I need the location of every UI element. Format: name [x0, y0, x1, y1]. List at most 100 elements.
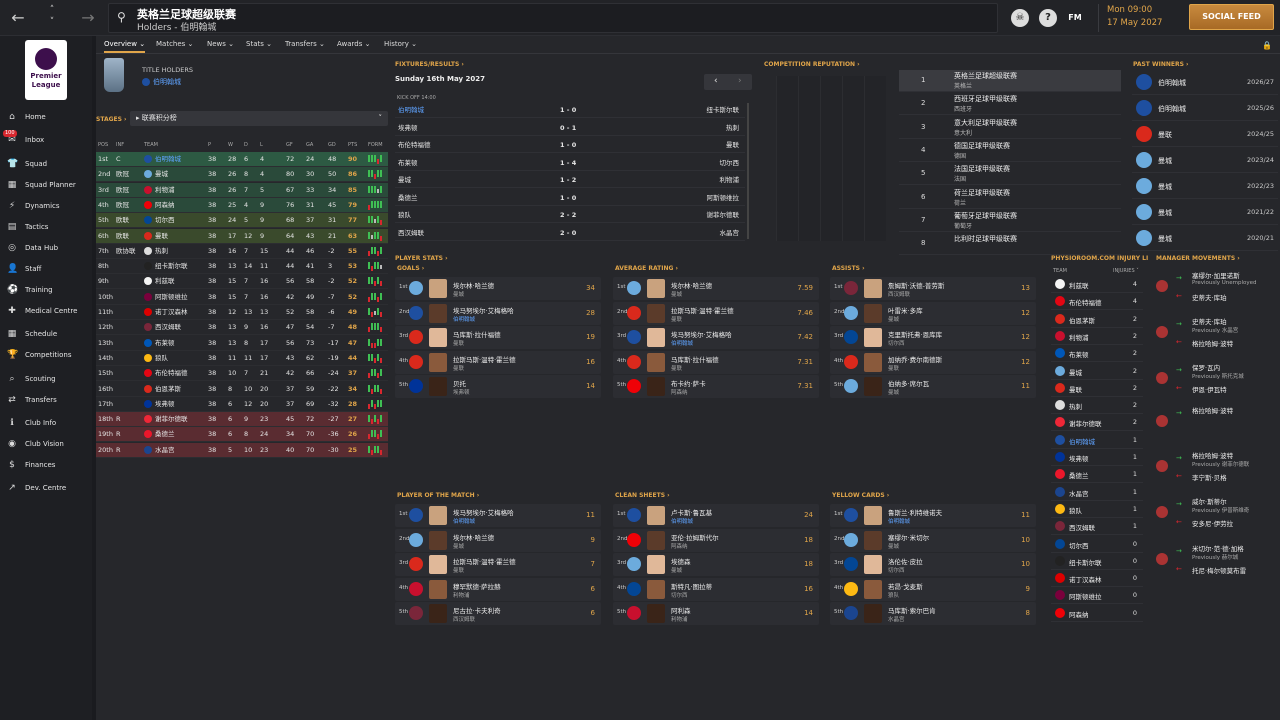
player-photo[interactable] — [864, 279, 882, 298]
injury-row[interactable]: 诺丁汉森林 0 — [1051, 570, 1143, 588]
match-score[interactable]: 2 - 2 — [560, 211, 577, 219]
stat-card[interactable]: 2nd 拉斯马斯·温特·霍兰德 曼联 7.46 — [613, 301, 819, 325]
player-name[interactable]: 亚伦·拉姆斯代尔 — [671, 533, 719, 542]
table-row[interactable]: 11th 诺丁汉森林 38 12 13 13 52 58 -6 49 — [96, 305, 388, 320]
manager-name[interactable]: 塞缪尔·加里诺斯 — [1192, 272, 1240, 280]
stat-card[interactable]: 3rd 拉斯马斯·温特·霍兰德 曼联 7 — [395, 553, 601, 576]
team-name[interactable]: 桑德兰 — [144, 427, 175, 442]
col-header-gf[interactable]: GF — [286, 142, 293, 148]
away-team[interactable]: 水晶宫 — [719, 228, 740, 237]
injury-row[interactable]: 切尔西 0 — [1051, 536, 1143, 553]
injury-team[interactable]: 纽卡斯尔联 — [1069, 558, 1102, 567]
injury-row[interactable]: 西汉姆联 1 — [1051, 518, 1143, 536]
sidebar-item-scouting[interactable]: ⌕ Scouting — [0, 370, 92, 388]
injury-row[interactable]: 利兹联 4 — [1051, 276, 1143, 293]
departed-manager[interactable]: 格拉哈姆·波特 — [1192, 340, 1234, 348]
player-name[interactable]: 埃马努埃尔·艾梅格哈 — [453, 306, 514, 315]
reputation-row[interactable]: 5 法国足球甲级联赛 法国 — [899, 163, 1121, 186]
player-photo[interactable] — [429, 604, 447, 623]
player-photo[interactable] — [864, 303, 882, 323]
player-photo[interactable] — [647, 555, 665, 574]
table-row[interactable]: 3rd 欧冠 利物浦 38 26 7 5 67 33 34 85 — [96, 182, 388, 198]
league-name[interactable]: 比利时足球甲级联赛 — [954, 235, 1017, 244]
home-team[interactable]: 布莱顿 — [398, 158, 418, 167]
sidebar-item-dynamics[interactable]: ⚡ Dynamics — [0, 197, 92, 215]
past-winner-row[interactable]: 伯明翰城 2025/26 — [1132, 96, 1278, 121]
col-header-gd[interactable]: GD — [328, 142, 336, 148]
injury-team[interactable]: 谢菲尔德联 — [1069, 420, 1102, 429]
departed-manager[interactable]: 李宁斯·贝格 — [1192, 474, 1227, 482]
player-name[interactable]: 埃尔林·哈兰德 — [671, 282, 713, 290]
injury-team[interactable]: 曼联 — [1069, 385, 1082, 394]
player-name[interactable]: 拉斯马斯·温特·霍兰德 — [671, 306, 734, 315]
player-team[interactable]: 西汉姆联 — [453, 617, 476, 623]
manager-name[interactable]: 格拉哈姆·波特 — [1192, 452, 1234, 460]
manager-name[interactable]: 威尔·斯蒂尔 — [1192, 498, 1227, 506]
injury-team[interactable]: 伯恩茅斯 — [1069, 316, 1095, 325]
league-name[interactable]: 法国足球甲级联赛 — [954, 165, 1010, 174]
tab-history[interactable]: History ⌄ — [384, 40, 417, 48]
team-name[interactable]: 利兹联 — [144, 274, 175, 289]
reputation-row[interactable]: 2 西班牙足球甲级联赛 西班牙 — [899, 93, 1121, 116]
player-name[interactable]: 尼古拉·卡夫利奇 — [453, 607, 501, 615]
winner-club[interactable]: 曼城 — [1158, 183, 1172, 191]
lock-icon[interactable]: 🔒 — [1262, 41, 1272, 50]
manager-name[interactable]: 史蒂夫·库珀 — [1192, 318, 1227, 326]
player-team[interactable]: 曼联 — [453, 365, 465, 372]
player-name[interactable]: 伯纳多·席尔瓦 — [888, 380, 930, 388]
departed-manager[interactable]: 伊恩·伊瓦特 — [1192, 386, 1227, 394]
injury-team[interactable]: 利物浦 — [1069, 333, 1089, 342]
reputation-label[interactable]: COMPETITION REPUTATION › — [764, 61, 860, 68]
injury-row[interactable]: 谢菲尔德联 2 — [1051, 414, 1143, 432]
departed-manager[interactable]: 托尼·梅尔顿莫布雷 — [1192, 567, 1247, 575]
back-arrow-icon[interactable]: ← — [11, 8, 25, 27]
past-winner-row[interactable]: 曼城 2021/22 — [1132, 200, 1278, 225]
player-photo[interactable] — [429, 352, 447, 372]
sidebar-item-tactics[interactable]: ▤ Tactics — [0, 218, 92, 236]
fixture-row[interactable]: 伯明翰城 1 - 0 纽卡斯尔联 — [395, 103, 745, 118]
winner-club[interactable]: 曼城 — [1158, 235, 1172, 243]
departed-manager[interactable]: 安多尼·伊劳拉 — [1192, 520, 1234, 528]
past-winner-row[interactable]: 曼联 2024/25 — [1132, 122, 1278, 147]
stat-card[interactable]: 4th 斯特凡·图拉蒂 切尔西 16 — [613, 577, 819, 601]
reputation-row[interactable]: 4 德国足球甲级联赛 德国 — [899, 140, 1121, 162]
stat-card[interactable]: 2nd 塞缪尔·米切尔 曼城 10 — [830, 528, 1036, 552]
player-team[interactable]: 伯明翰城 — [671, 341, 694, 347]
away-team[interactable]: 曼联 — [726, 141, 739, 149]
team-name[interactable]: 阿森纳 — [144, 198, 175, 213]
injury-row[interactable]: 阿森纳 0 — [1051, 605, 1143, 622]
sidebar-item-training[interactable]: ⚽ Training — [0, 281, 92, 299]
player-name[interactable]: 卢卡斯·鲁瓦基 — [671, 509, 713, 517]
stat-card[interactable]: 3rd 埃德森 曼城 18 — [613, 553, 819, 576]
injury-team[interactable]: 热刺 — [1069, 403, 1082, 412]
sidebar-item-dev-centre[interactable]: ↗ Dev. Centre — [0, 479, 92, 497]
manager-move[interactable]: → 格拉哈姆·波特 — [1154, 403, 1280, 447]
player-photo[interactable] — [647, 303, 665, 323]
player-team[interactable]: 伯明翰城 — [453, 519, 476, 525]
manager-name[interactable]: 保罗·瓦内 — [1192, 364, 1221, 372]
injury-team[interactable]: 利兹联 — [1069, 282, 1089, 290]
injury-team[interactable]: 狼队 — [1069, 506, 1082, 515]
player-name[interactable]: 穆罕默德·萨拉赫 — [453, 582, 501, 591]
goals-label[interactable]: GOALS › — [397, 265, 425, 272]
table-row[interactable]: 17th 埃弗顿 38 6 12 20 37 69 -32 28 — [96, 397, 388, 412]
player-name[interactable]: 埃尔林·哈兰德 — [453, 282, 495, 290]
injury-label[interactable]: PHYSIOROOM.COM INJURY LI — [1051, 255, 1149, 262]
col-header-inf[interactable]: INF — [116, 142, 125, 148]
player-photo[interactable] — [429, 530, 447, 550]
player-photo[interactable] — [647, 604, 665, 623]
stat-card[interactable]: 5th 尼古拉·卡夫利奇 西汉姆联 6 — [395, 602, 601, 625]
manager-movements-label[interactable]: MANAGER MOVEMENTS › — [1156, 255, 1240, 262]
reputation-row[interactable]: 6 荷兰足球甲级联赛 荷兰 — [899, 187, 1121, 209]
stat-card[interactable]: 1st 埃尔林·哈兰德 曼城 34 — [395, 277, 601, 300]
social-feed-button[interactable]: SOCIAL FEED — [1189, 4, 1274, 30]
player-photo[interactable] — [429, 555, 447, 574]
player-photo[interactable] — [864, 530, 882, 550]
table-row[interactable]: 16th 伯恩茅斯 38 8 10 20 37 59 -22 34 — [96, 382, 388, 397]
table-row[interactable]: 4th 欧冠 阿森纳 38 25 4 9 76 31 45 79 — [96, 197, 388, 213]
team-name[interactable]: 谢菲尔德联 — [144, 412, 188, 427]
assists-label[interactable]: ASSISTS › — [832, 265, 865, 272]
sidebar-item-staff[interactable]: 👤 Staff — [0, 260, 92, 278]
sidebar-item-squad[interactable]: 👕 Squad — [0, 155, 92, 173]
sidebar-item-inbox[interactable]: ✉ Inbox 100 — [0, 130, 92, 149]
